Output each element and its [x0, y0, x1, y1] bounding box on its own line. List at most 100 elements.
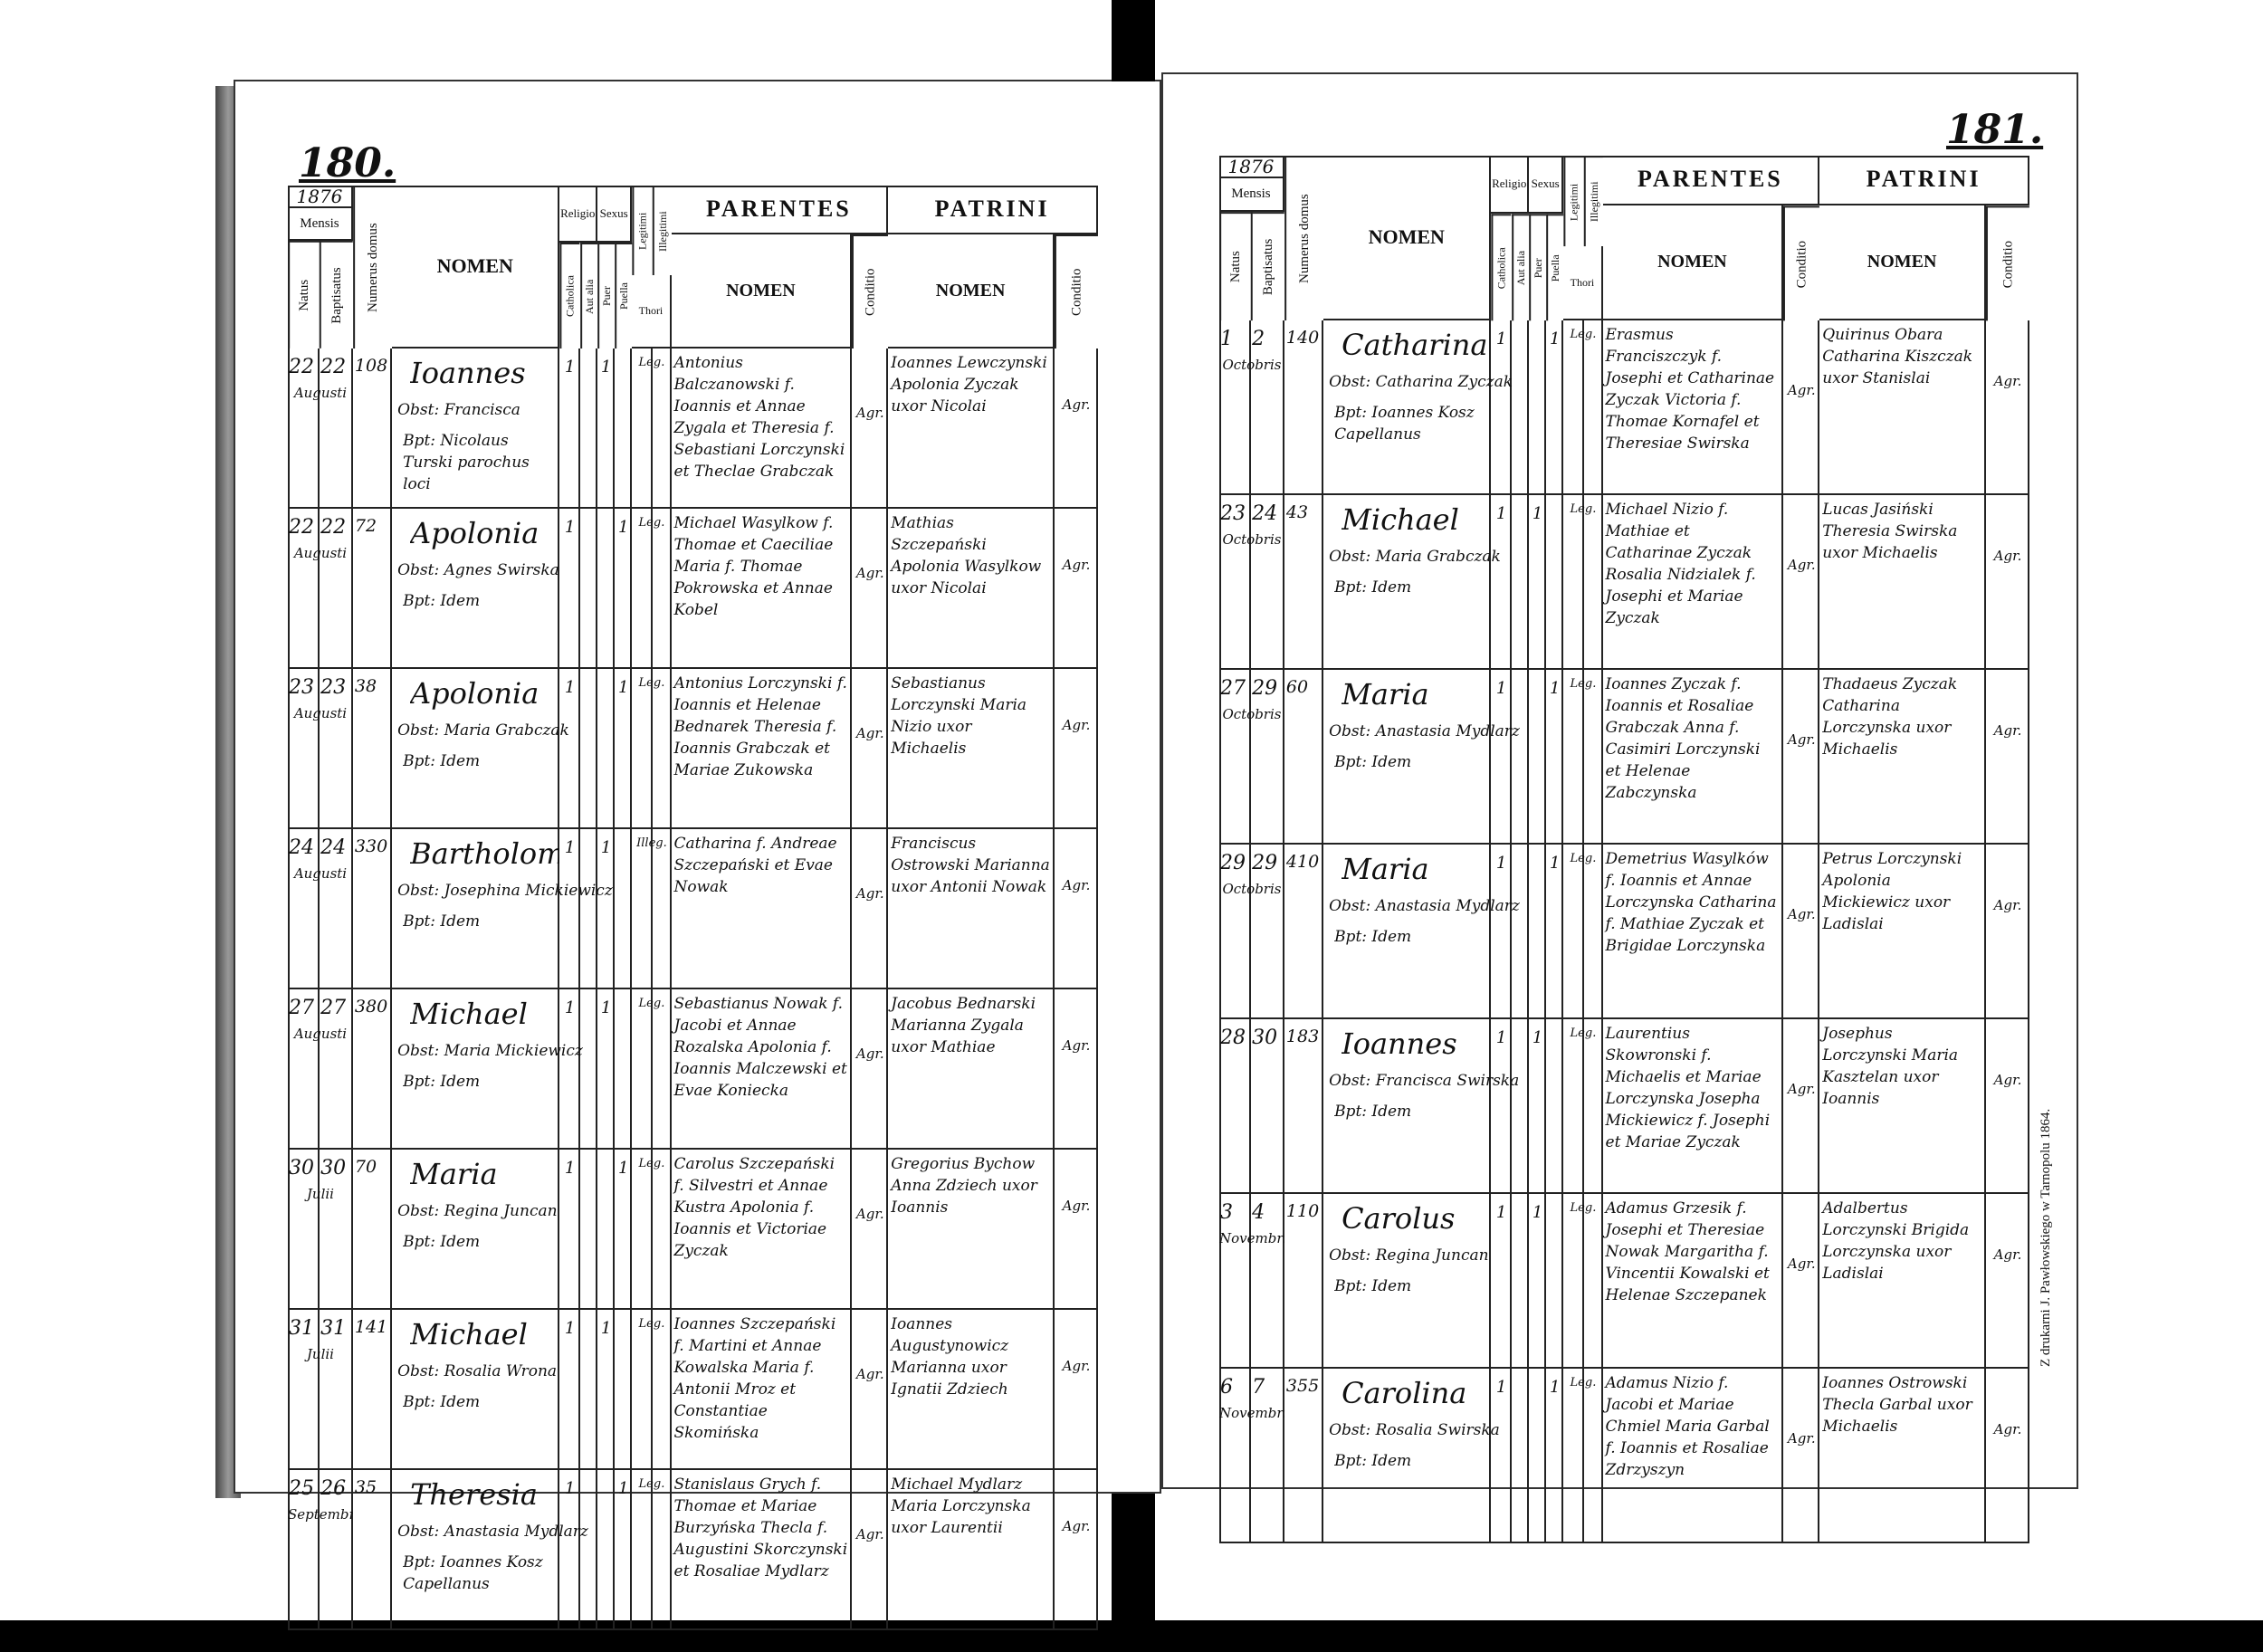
domus: 140 [1285, 328, 1320, 348]
header-mensis: Mensis [288, 208, 353, 242]
catholica: 1 [1495, 1028, 1507, 1047]
conditio-patrini: Agr. [1993, 1246, 2022, 1263]
header-puella: Puella [615, 243, 633, 349]
obstetrix: Obst: Francisca Swirska [1329, 1072, 1520, 1090]
conditio-parentes: Agr. [855, 404, 884, 421]
grid-cell [1583, 495, 1603, 670]
grid-cell [632, 1150, 653, 1310]
baptisatus: 30 [1251, 1019, 1284, 1194]
parentes: Erasmus Franciszczyk f. Josephi et Catha… [1602, 320, 1784, 495]
baptizans: Bpt: Idem [1334, 753, 1412, 771]
baptizans: Bpt: Idem [1334, 1103, 1412, 1121]
puella: 1 [618, 518, 629, 537]
grid-cell [632, 1470, 653, 1630]
header-puella: Puella [1546, 213, 1564, 320]
natus: 22 [288, 509, 320, 669]
grid-cell [1055, 1150, 1098, 1310]
grid-cell [1529, 1194, 1547, 1369]
grid-cell [1986, 495, 2029, 670]
patrini: Franciscus Ostrowski Marianna uxor Anton… [888, 829, 1055, 989]
parentes: Catharina f. Andreae Szczepański et Evae… [671, 829, 853, 989]
parentes: Laurentius Skowronski f. Michaelis et Ma… [1602, 1019, 1784, 1194]
nomen-cell [392, 989, 560, 1150]
baptizans: Bpt: Idem [1334, 1277, 1412, 1295]
grid-cell [652, 669, 672, 829]
grid-cell [1491, 670, 1512, 845]
header-domus: Numerus domus [352, 186, 393, 349]
puer: 1 [600, 998, 612, 1017]
patrini: Ioannes Ostrowski Thecla Garbal uxor Mic… [1819, 1369, 1987, 1543]
nomen-cell [392, 669, 560, 829]
parentes: Antonius Balczanowski f. Ioannis et Anna… [671, 349, 853, 509]
header-conditio: Conditio [852, 234, 889, 349]
grid-cell [579, 509, 597, 669]
nomen: Maria [1342, 677, 1429, 711]
header-thori: Thori [1563, 246, 1603, 320]
patrini: Ioannes Lewczynski Apolonia Zyczak uxor … [888, 349, 1055, 509]
natus: 23 [1219, 495, 1252, 670]
table-frame [288, 186, 1098, 1630]
header-baptisatus: Baptisatus [1251, 211, 1284, 320]
grid-cell [352, 349, 393, 509]
natus: 29 [1219, 845, 1252, 1019]
baptizans: Bpt: Idem [403, 752, 481, 770]
conditio-patrini: Agr. [1062, 1198, 1091, 1215]
grid-cell [632, 349, 653, 509]
obstetrix: Obst: Anastasia Mydlarz [1329, 897, 1520, 915]
conditio-parentes: Agr. [1787, 381, 1816, 398]
grid-cell [1055, 669, 1098, 829]
conditio-parentes: Agr. [855, 1365, 884, 1382]
grid-cell [1563, 845, 1584, 1019]
bottom-strip [0, 1620, 2263, 1652]
grid-cell [1511, 320, 1529, 495]
domus: 110 [1285, 1201, 1320, 1221]
grid-cell [1986, 320, 2029, 495]
grid-cell [852, 829, 889, 989]
header-natus: Natus [288, 241, 320, 349]
baptisatus: 29 [1251, 845, 1284, 1019]
header-puer: Puer [1529, 213, 1547, 320]
grid-cell [1986, 1019, 2029, 1194]
grid-cell [1491, 320, 1512, 495]
puella: 1 [618, 1479, 629, 1498]
grid-cell [597, 829, 616, 989]
imprint: Z drukarni J. Pawłowskiego w Tarnopolu 1… [2039, 1108, 2053, 1367]
header-legitimi: Legitimi [632, 186, 653, 275]
domus: 43 [1285, 502, 1309, 522]
grid-cell [852, 1310, 889, 1470]
catholica: 1 [1495, 1203, 1507, 1222]
grid-cell [579, 1310, 597, 1470]
grid-cell [632, 1310, 653, 1470]
grid-cell [615, 349, 633, 509]
puella: 1 [618, 678, 629, 697]
grid-cell [652, 1150, 672, 1310]
natus: 31 [288, 1310, 320, 1470]
conditio-patrini: Agr. [1062, 1037, 1091, 1055]
puer: 1 [1532, 504, 1543, 523]
domus: 35 [354, 1477, 377, 1497]
grid-cell [1284, 495, 1324, 670]
puella: 1 [1550, 329, 1561, 349]
header-natus: Natus [1219, 211, 1252, 320]
grid-cell [579, 349, 597, 509]
grid-cell [579, 989, 597, 1150]
natus: 23 [288, 669, 320, 829]
grid-cell [1529, 845, 1547, 1019]
domus: 70 [354, 1157, 377, 1177]
grid-cell [1563, 320, 1584, 495]
domus: 330 [354, 836, 388, 856]
header-patrini-nomen: NOMEN [888, 234, 1055, 349]
grid-cell [1546, 320, 1564, 495]
patrini: Sebastianus Lorczynski Maria Nizio uxor … [888, 669, 1055, 829]
obstetrix: Obst: Agnes Swirska [397, 561, 559, 579]
header-parentes-nomen: NOMEN [1602, 205, 1784, 320]
header-patrini: PATRINI [888, 186, 1098, 234]
parentes: Michael Nizio f. Mathiae et Catharinae Z… [1602, 495, 1784, 670]
grid-cell [1783, 320, 1820, 495]
grid-cell [1563, 1019, 1584, 1194]
nomen-cell [392, 509, 560, 669]
grid-cell [652, 829, 672, 989]
nomen-cell [392, 1150, 560, 1310]
grid-cell [1511, 670, 1529, 845]
patrini: Ioannes Augustynowicz Marianna uxor Igna… [888, 1310, 1055, 1470]
